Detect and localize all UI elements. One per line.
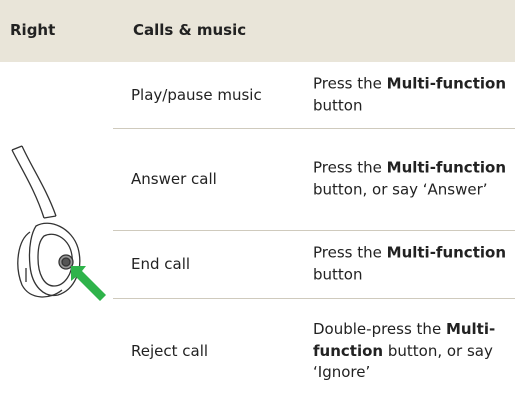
description-segment: Press the bbox=[313, 243, 387, 262]
action-cell: Answer call Press the Multi-function butt… bbox=[113, 128, 515, 230]
description-segment: Multi-function bbox=[313, 319, 496, 360]
description-text: Press the Multi-function button bbox=[313, 74, 513, 117]
pointer-arrow bbox=[71, 266, 106, 301]
description-text: Double-press the Multi-function button, … bbox=[313, 319, 513, 384]
description-text: Press the Multi-function button bbox=[313, 243, 513, 286]
row-separator bbox=[113, 230, 515, 231]
table-row: Play/pause music Press the Multi-function… bbox=[113, 62, 515, 128]
headset-illustration bbox=[11, 145, 106, 301]
row-separator bbox=[113, 298, 515, 299]
header-cell: Calls & music bbox=[133, 21, 247, 39]
description-segment: button bbox=[313, 96, 363, 114]
action-text: Play/pause music bbox=[131, 86, 262, 104]
description-segment: Multi-function bbox=[386, 243, 506, 262]
header-cell: Right bbox=[10, 21, 56, 39]
table-row: Reject call Double-press the Multi-functi… bbox=[113, 298, 515, 404]
description-segment: button, or say ‘Answer’ bbox=[313, 180, 488, 198]
description-text: Press the Multi-function button, or say … bbox=[313, 158, 513, 201]
action-cell: Reject call Double-press the Multi-functi… bbox=[113, 298, 515, 404]
table-header: Right Calls & music bbox=[0, 0, 515, 62]
description-segment: Press the bbox=[313, 74, 387, 93]
description-segment: Multi-function bbox=[386, 74, 506, 93]
row-separator bbox=[113, 128, 515, 129]
action-text: Answer call bbox=[131, 170, 217, 188]
description-segment: button bbox=[313, 265, 363, 283]
description-segment: Double-press the bbox=[313, 319, 446, 338]
action-cell: End call Press the Multi-function button bbox=[113, 230, 515, 298]
action-text: End call bbox=[131, 255, 191, 273]
description-segment: button, or say ‘Ignore’ bbox=[313, 341, 493, 381]
action-text: Reject call bbox=[131, 342, 209, 360]
table-row: Answer call Press the Multi-function butt… bbox=[113, 128, 515, 230]
description-segment: Multi-function bbox=[386, 158, 506, 177]
description-segment: Press the bbox=[313, 158, 387, 177]
action-cell: Play/pause music Press the Multi-function… bbox=[113, 62, 515, 128]
table-row: End call Press the Multi-function button bbox=[113, 230, 515, 298]
